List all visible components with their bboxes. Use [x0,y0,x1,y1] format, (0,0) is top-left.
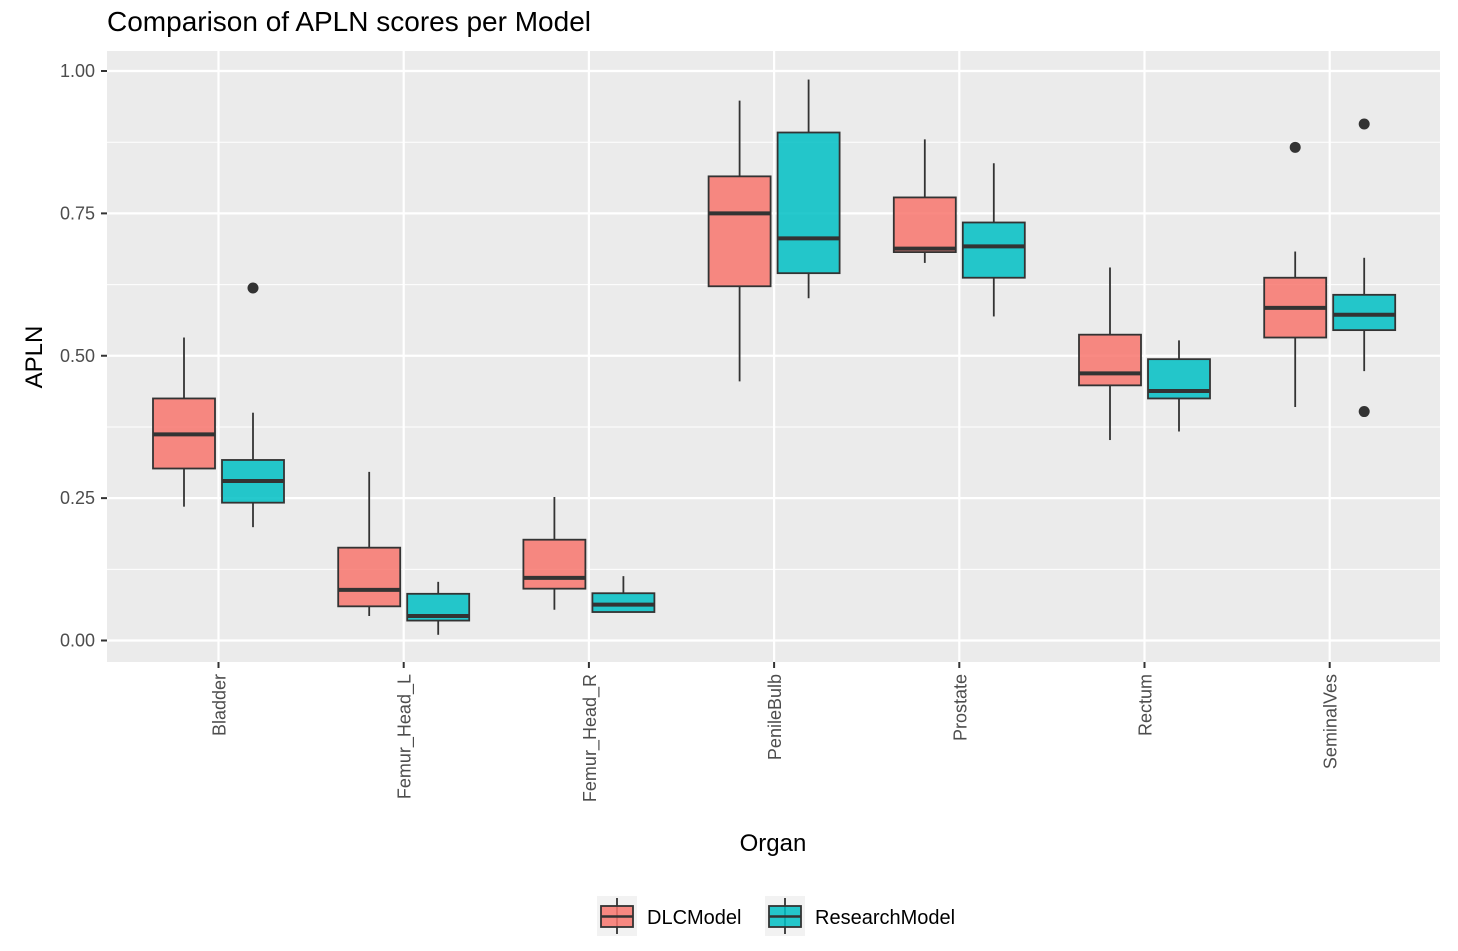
y-axis-title: APLN [21,326,48,389]
box-ResearchModel-Femur_Head_L [406,581,471,635]
box-body [776,131,841,275]
y-tick-label: 1.00 [60,61,95,81]
x-tick-label: SeminalVes [1321,674,1341,769]
axis-layer: 0.00 0.25 0.50 0.75 1.00 Bladder Femur_Head_L F… [60,61,1341,802]
box-DLCModel-SeminalVes [1263,141,1328,408]
legend-label: ResearchModel [815,907,955,929]
x-axis-title: Organ [740,830,807,857]
x-tick-label: Bladder [210,674,230,736]
y-tick-label: 0.25 [60,488,95,508]
x-tick-label: Femur_Head_L [395,674,416,799]
legend: DLCModel ResearchModel [597,896,955,936]
box-DLCModel-Femur_Head_R [522,496,587,610]
box-DLCModel-Bladder [152,337,216,507]
outlier-point [1358,118,1370,130]
x-tick-label: Femur_Head_R [580,674,601,802]
box-body [892,196,957,254]
legend-label: DLCModel [647,907,741,929]
y-tick-label: 0.00 [60,631,95,651]
box-ResearchModel-Bladder [221,282,285,528]
box-body [961,221,1026,279]
y-tick-label: 0.50 [60,346,95,366]
chart-title: Comparison of APLN scores per Model [107,6,591,37]
x-tick-label: Rectum [1136,674,1156,736]
y-tick-label: 0.75 [60,203,95,223]
box-ResearchModel-Prostate [961,163,1026,317]
box-ResearchModel-Femur_Head_R [591,576,656,613]
outlier-point [247,282,259,294]
grid-layer [107,51,1440,662]
box-body [522,538,587,590]
outlier-point [1358,406,1370,418]
box-layer [152,79,1397,635]
box-DLCModel-Prostate [892,139,957,263]
legend-item-DLCModel: DLCModel [597,896,741,936]
legend-item-ResearchModel: ResearchModel [765,896,955,936]
box-body [707,175,772,288]
box-DLCModel-Rectum [1078,267,1142,441]
box-body [1078,333,1142,387]
x-tick-label: Prostate [950,674,970,741]
outlier-point [1289,141,1301,153]
box-body [1332,293,1397,332]
box-body [337,546,402,608]
box-ResearchModel-SeminalVes [1332,118,1397,418]
box-DLCModel-Femur_Head_L [337,471,402,617]
box-ResearchModel-Rectum [1147,340,1211,432]
box-ResearchModel-PenileBulb [776,79,841,299]
x-tick-label: PenileBulb [765,674,785,760]
box-DLCModel-PenileBulb [707,100,772,382]
